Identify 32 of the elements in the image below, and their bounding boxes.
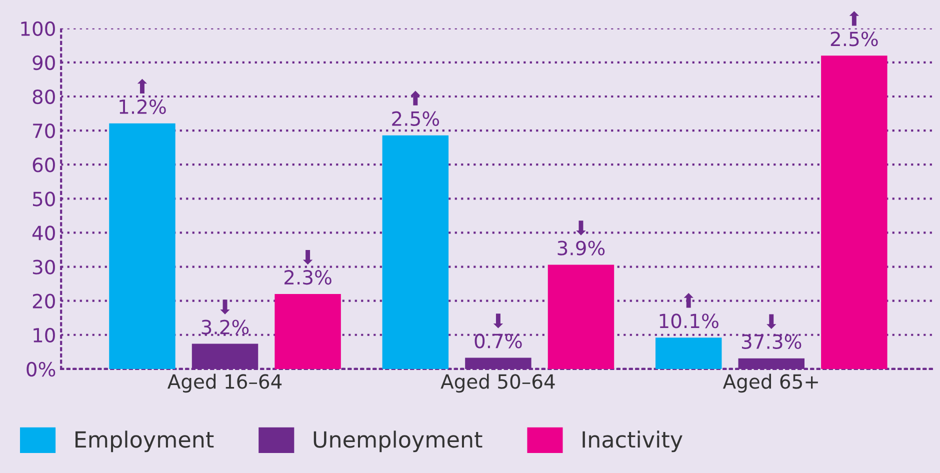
x-tick-label: Aged 50–64: [440, 374, 555, 393]
legend-label: Employment: [76, 430, 214, 452]
annotation: ⬆ 1.2%: [120, 78, 166, 114]
bar: [821, 56, 888, 369]
y-tick-label: 0%: [26, 362, 56, 377]
bar: [274, 294, 341, 369]
y-tick-label: 100: [21, 21, 55, 36]
x-tick-label: Aged 65+: [722, 374, 818, 393]
annotation: ⬆ 2.5%: [392, 90, 440, 126]
annotation: ⬆ 2.5%: [830, 11, 878, 46]
x-tick-label: Aged 16–64: [167, 374, 282, 393]
legend-label: Inactivity: [582, 430, 682, 452]
y-tick-label: 70: [33, 124, 55, 138]
y-tick-label: 90: [32, 55, 55, 70]
y-tick-label: 10: [34, 328, 55, 343]
y-tick-label: 60: [32, 158, 55, 172]
y-tick-label: 80: [32, 89, 55, 104]
bar: [548, 264, 614, 369]
y-tick-label: 40: [32, 226, 55, 240]
y-tick-label: 20: [32, 294, 55, 308]
bar: [655, 338, 722, 369]
legend-label: Unemployment: [314, 430, 482, 452]
y-tick-label: 30: [32, 260, 55, 274]
y-tick-label: 50: [32, 192, 55, 206]
annotation: ⬆ 10.1%: [660, 293, 718, 328]
annotation: ⬇ 0.7%: [474, 314, 522, 348]
bar: [382, 135, 449, 369]
bar: [109, 123, 176, 369]
annotation: ⬇ 37.3%: [742, 314, 802, 350]
annotation: ⬇ 3.9%: [558, 220, 605, 256]
annotation: ⬇ 2.3%: [284, 250, 332, 285]
annotation: ⬇ 3.2%: [202, 300, 249, 334]
